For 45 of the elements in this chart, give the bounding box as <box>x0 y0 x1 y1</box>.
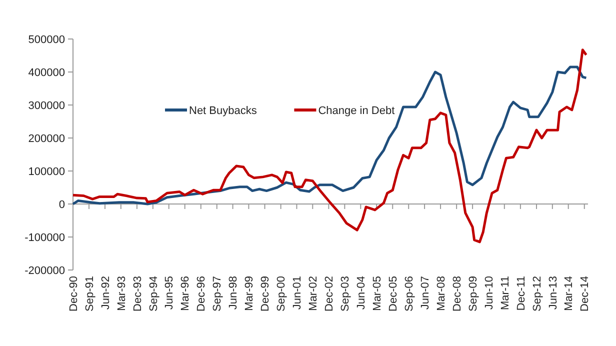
x-tick-label: Sep-97 <box>212 276 224 312</box>
x-tick-label: Dec-90 <box>68 276 80 312</box>
y-tick-label: 0 <box>58 198 65 211</box>
y-tick-label: 300000 <box>28 100 65 112</box>
x-tick-label: Jun-13 <box>547 276 560 310</box>
x-tick-label: Mar-93 <box>116 276 128 311</box>
x-tick-label: Sep-06 <box>403 276 416 312</box>
x-tick-label: Sep-91 <box>84 276 96 312</box>
y-tick-label: 100000 <box>28 166 65 178</box>
x-tick-label: Mar-02 <box>308 276 320 311</box>
x-tick-label: Jun-04 <box>356 276 368 310</box>
x-tick-label: Jun-92 <box>100 276 112 310</box>
x-tick-label: Sep-09 <box>467 276 480 312</box>
y-tick-label: 400000 <box>28 66 65 79</box>
x-tick-label: Dec-05 <box>387 276 400 312</box>
x-tick-label: Mar-96 <box>180 276 192 311</box>
x-tick-label: Jun-07 <box>419 276 432 310</box>
x-tick-label: Dec-93 <box>132 276 144 312</box>
x-tick-label: Mar-99 <box>244 276 256 311</box>
x-tick-label: Jun-01 <box>292 276 304 310</box>
legend-label: Net Buybacks <box>189 104 258 117</box>
x-tick-label: Jun-10 <box>483 276 496 310</box>
x-tick-label: Dec-14 <box>579 276 592 312</box>
line-series <box>72 48 588 244</box>
x-tick-label: Sep-12 <box>531 276 544 312</box>
x-tick-label: Mar-14 <box>563 276 576 311</box>
y-tick-label: -200000 <box>24 264 65 277</box>
y-tick-label: 200000 <box>28 132 65 145</box>
legend-label: Change in Debt <box>318 104 395 117</box>
line-series <box>72 66 588 206</box>
y-tick-label: -100000 <box>24 232 65 244</box>
x-tick-label: Sep-03 <box>340 276 352 312</box>
x-tick-label: Mar-05 <box>371 276 384 311</box>
x-tick-label: Jun-95 <box>164 276 176 310</box>
x-tick-label: Dec-08 <box>451 276 464 312</box>
y-tick-label: 500000 <box>28 34 65 46</box>
x-tick-label: Mar-11 <box>499 276 512 310</box>
x-tick-label: Jun-98 <box>228 276 240 310</box>
x-tick-label: Sep-94 <box>148 276 160 312</box>
x-tick-label: Dec-02 <box>324 276 336 312</box>
x-tick-label: Dec-11 <box>515 276 528 311</box>
x-tick-label: Mar-08 <box>435 276 448 311</box>
x-tick-label: Sep-00 <box>276 276 288 312</box>
x-tick-label: Dec-96 <box>196 276 208 312</box>
x-tick-label: Dec-99 <box>260 276 272 312</box>
